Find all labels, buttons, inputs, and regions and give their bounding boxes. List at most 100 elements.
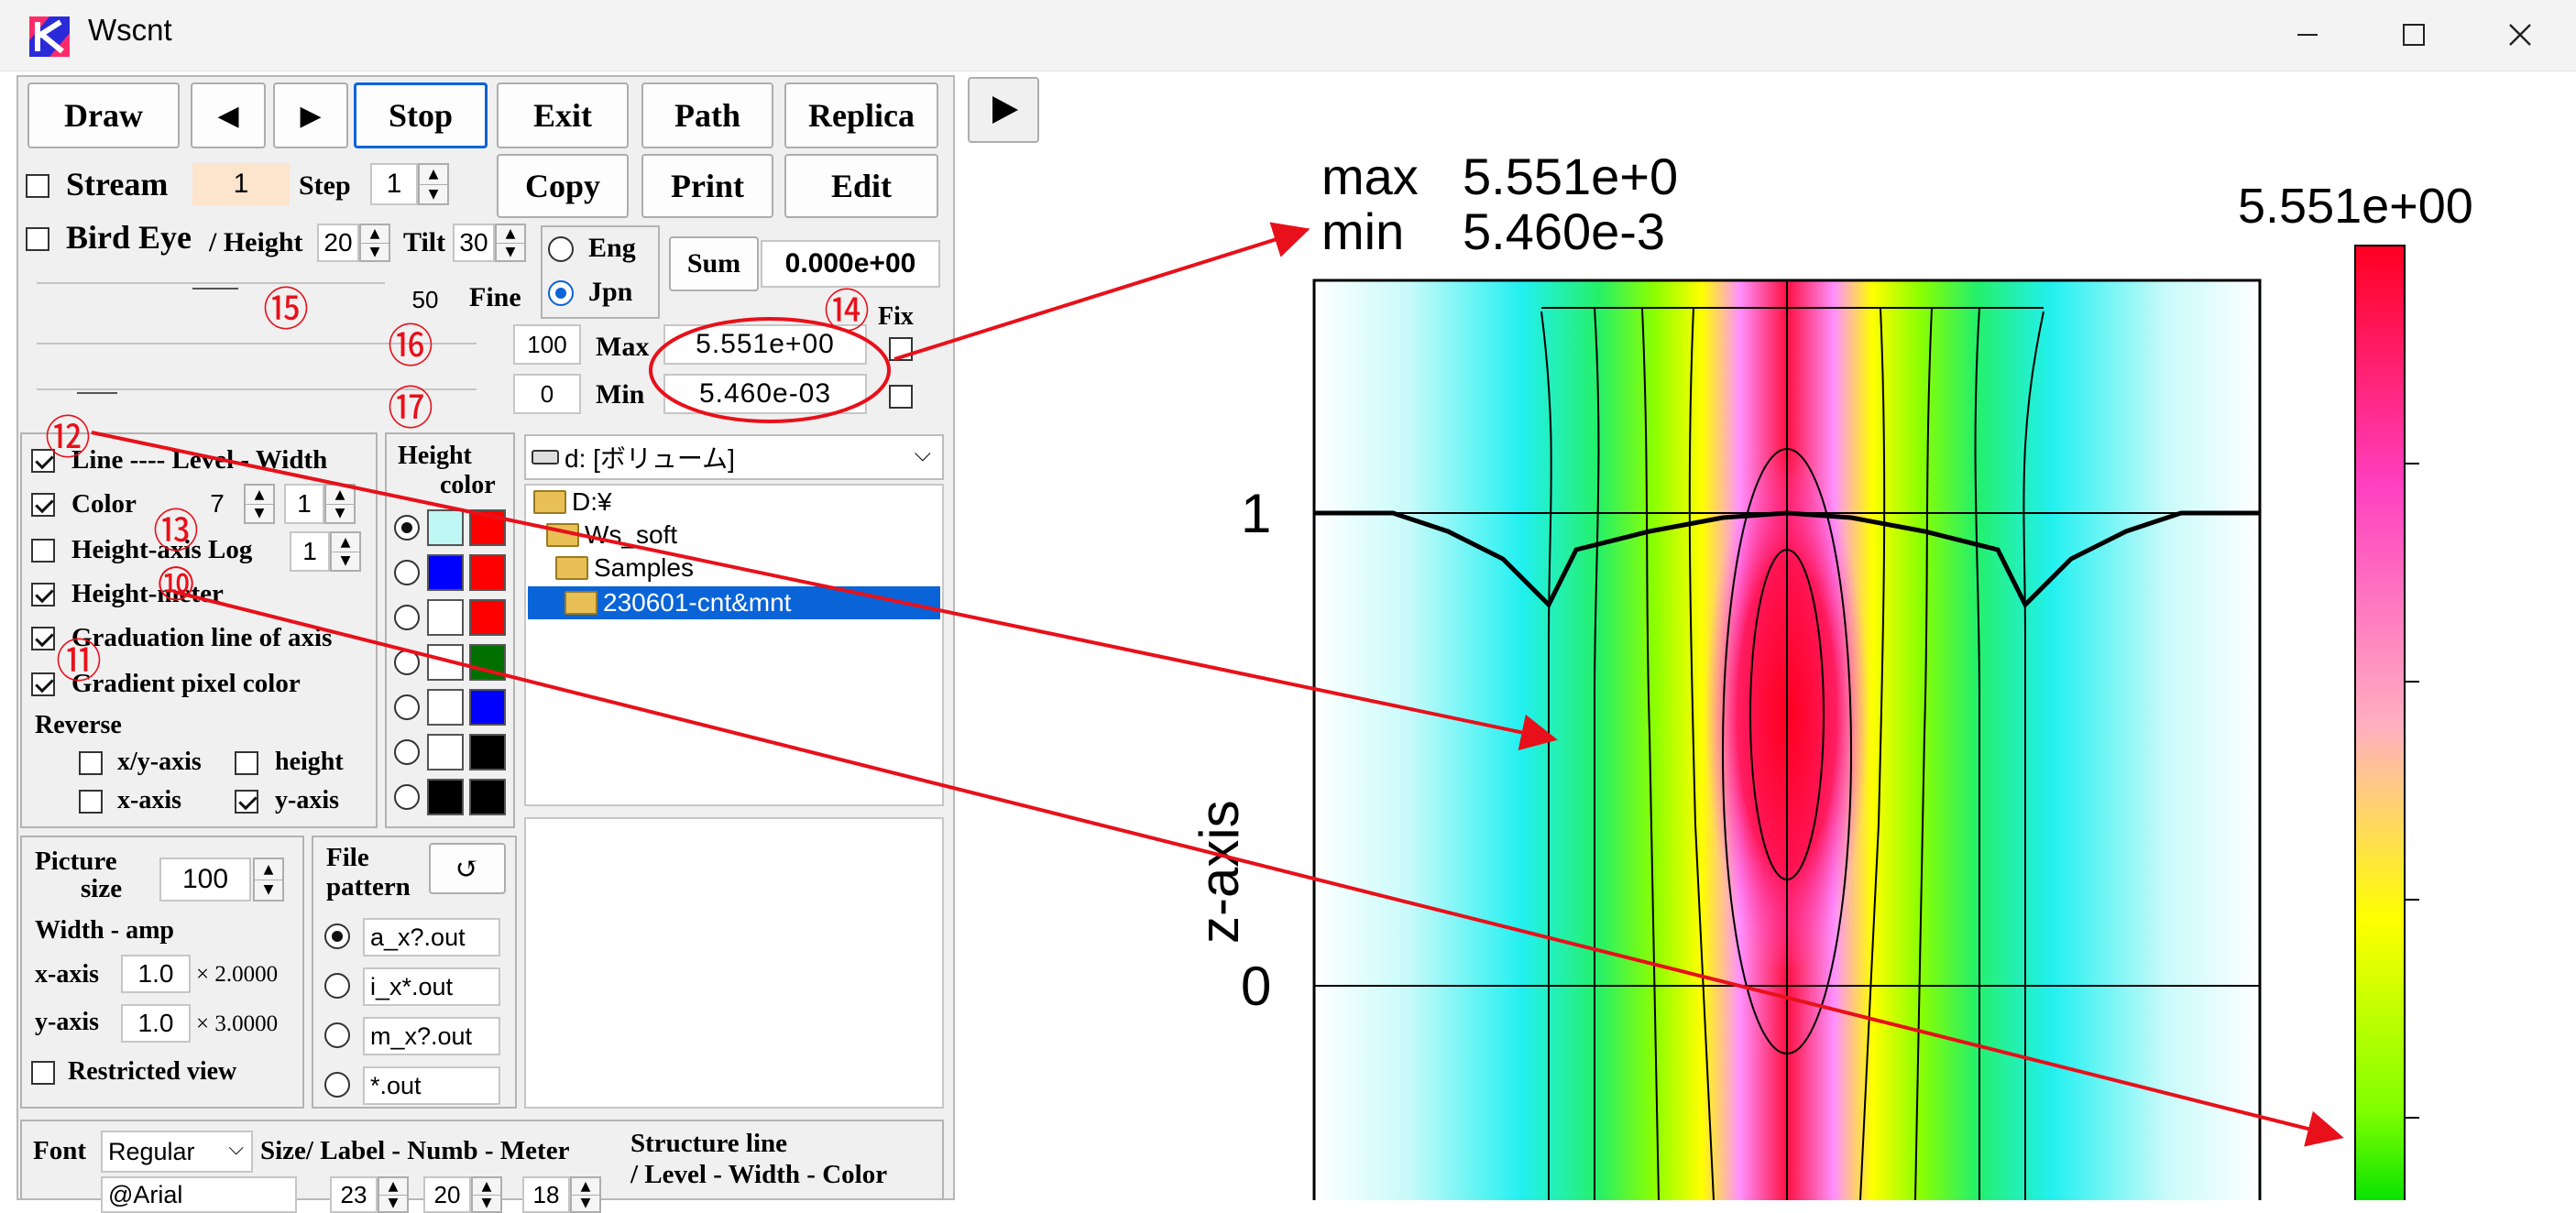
min-slider-value[interactable]: 0 bbox=[513, 374, 581, 414]
file-pattern-radio[interactable] bbox=[324, 923, 350, 949]
tree-item-samples[interactable]: Samples bbox=[555, 553, 694, 583]
stream-checkbox[interactable] bbox=[26, 174, 49, 198]
height-color-swatch-low[interactable] bbox=[427, 734, 464, 770]
bird-height-stepper[interactable]: ▲ ▼ bbox=[359, 224, 390, 262]
prev-button[interactable]: ◀ bbox=[191, 82, 266, 148]
tree-item-root[interactable]: D:¥ bbox=[533, 487, 612, 517]
fine-slider-thumb[interactable] bbox=[192, 288, 238, 290]
restricted-view-checkbox[interactable] bbox=[31, 1061, 55, 1085]
bird-eye-checkbox[interactable] bbox=[26, 227, 49, 251]
height-color-radio[interactable] bbox=[394, 515, 420, 541]
fine-value[interactable]: 50 bbox=[389, 280, 462, 319]
file-list[interactable] bbox=[524, 817, 944, 1109]
maximize-button[interactable] bbox=[2361, 0, 2467, 70]
graduation-checkbox[interactable] bbox=[31, 627, 55, 650]
height-color-swatch-high[interactable] bbox=[469, 554, 506, 591]
max-slider-track[interactable] bbox=[37, 343, 477, 344]
height-color-swatch-low[interactable] bbox=[427, 554, 464, 591]
height-color-radio[interactable] bbox=[394, 739, 420, 765]
max-slider-value[interactable]: 100 bbox=[513, 324, 581, 365]
print-button[interactable]: Print bbox=[641, 154, 773, 218]
lang-eng-radio[interactable] bbox=[548, 236, 574, 262]
minimize-button[interactable] bbox=[2254, 0, 2361, 70]
edit-button[interactable]: Edit bbox=[784, 154, 938, 218]
stream-value[interactable]: 1 bbox=[192, 163, 290, 205]
height-color-swatch-low[interactable] bbox=[427, 599, 464, 636]
stop-button[interactable]: Stop bbox=[354, 82, 488, 148]
color-checkbox[interactable] bbox=[31, 493, 55, 517]
color-width-input[interactable]: 1 bbox=[284, 484, 324, 524]
height-meter-checkbox[interactable] bbox=[31, 583, 55, 606]
height-axis-log-label: Height-axis Log bbox=[71, 535, 253, 564]
height-axis-log-input[interactable]: 1 bbox=[290, 531, 330, 572]
structure-line-label-2: / Level - Width - Color bbox=[630, 1160, 888, 1189]
min-slider-track[interactable] bbox=[37, 388, 477, 390]
file-pattern-option[interactable]: a_x?.out bbox=[363, 918, 500, 956]
app-logo-icon bbox=[29, 16, 70, 57]
height-color-radio[interactable] bbox=[394, 694, 420, 720]
path-button[interactable]: Path bbox=[641, 82, 773, 148]
exit-button[interactable]: Exit bbox=[497, 82, 629, 148]
file-pattern-label-1: File bbox=[326, 843, 369, 872]
play-button[interactable] bbox=[968, 77, 1039, 143]
file-pattern-option[interactable]: *.out bbox=[363, 1066, 500, 1105]
file-pattern-option[interactable]: m_x?.out bbox=[363, 1017, 500, 1055]
height-color-swatch-high[interactable] bbox=[469, 599, 506, 636]
color-level-input[interactable]: 7 bbox=[192, 484, 242, 524]
colorbar-max-label: 5.551e+00 bbox=[2238, 179, 2473, 234]
height-color-title-2: color bbox=[440, 471, 496, 499]
file-pattern-radio[interactable] bbox=[324, 1022, 350, 1048]
tilt-input[interactable]: 30 bbox=[453, 224, 495, 262]
close-button[interactable] bbox=[2467, 0, 2573, 70]
y-amp-input[interactable]: 1.0 bbox=[121, 1004, 191, 1043]
height-color-radio[interactable] bbox=[394, 560, 420, 585]
line-checkbox[interactable] bbox=[31, 449, 55, 473]
file-pattern-radio[interactable] bbox=[324, 973, 350, 999]
replica-button[interactable]: Replica bbox=[784, 82, 938, 148]
picture-size-input[interactable]: 100 bbox=[159, 858, 251, 902]
height-axis-log-checkbox[interactable] bbox=[31, 539, 55, 563]
bird-height-input[interactable]: 20 bbox=[317, 224, 359, 262]
fine-slider-track[interactable] bbox=[37, 282, 385, 284]
file-pattern-radio[interactable] bbox=[324, 1072, 350, 1098]
restricted-view-label: Restricted view bbox=[68, 1057, 237, 1086]
height-color-swatch-low[interactable] bbox=[427, 644, 464, 681]
drive-select[interactable]: d: [ボリューム] ⌵ bbox=[524, 434, 944, 480]
height-color-swatch-high[interactable] bbox=[469, 689, 506, 726]
color-level-stepper[interactable]: ▲ ▼ bbox=[244, 484, 275, 524]
height-color-radio[interactable] bbox=[394, 784, 420, 810]
draw-button[interactable]: Draw bbox=[27, 82, 180, 148]
min-slider-thumb[interactable] bbox=[77, 392, 117, 394]
step-input[interactable]: 1 bbox=[370, 163, 418, 205]
sum-button[interactable]: Sum bbox=[669, 236, 759, 291]
tilt-stepper[interactable]: ▲ ▼ bbox=[495, 224, 526, 262]
font-style-select[interactable]: Regular ⌵ bbox=[101, 1131, 253, 1173]
picture-size-stepper[interactable]: ▲ ▼ bbox=[253, 858, 284, 902]
reverse-x-checkbox[interactable] bbox=[79, 790, 103, 814]
size-label: Size/ Label - Numb - Meter bbox=[260, 1136, 570, 1165]
step-stepper[interactable]: ▲ ▼ bbox=[418, 163, 449, 205]
height-color-swatch-high[interactable] bbox=[469, 734, 506, 770]
font-group bbox=[20, 1120, 944, 1200]
min-fix-checkbox[interactable] bbox=[889, 385, 913, 409]
reverse-height-checkbox[interactable] bbox=[235, 751, 258, 775]
height-color-swatch-low[interactable] bbox=[427, 689, 464, 726]
refresh-button[interactable]: ↺ bbox=[429, 843, 506, 894]
x-amp-input[interactable]: 1.0 bbox=[121, 955, 191, 993]
height-color-swatch-high[interactable] bbox=[469, 779, 506, 815]
gradient-checkbox[interactable] bbox=[31, 672, 55, 696]
reverse-y-checkbox[interactable] bbox=[235, 790, 258, 814]
tree-item-selected[interactable]: 230601-cnt&mnt bbox=[528, 586, 940, 619]
height-axis-log-stepper[interactable]: ▲ ▼ bbox=[330, 531, 361, 572]
next-button[interactable]: ▶ bbox=[273, 82, 348, 148]
min-label: Min bbox=[596, 379, 645, 410]
reverse-xy-checkbox[interactable] bbox=[79, 751, 103, 775]
height-color-swatch-low[interactable] bbox=[427, 779, 464, 815]
reverse-label: Reverse bbox=[35, 711, 122, 739]
copy-button[interactable]: Copy bbox=[497, 154, 629, 218]
height-color-swatch-low[interactable] bbox=[427, 509, 464, 546]
annotation-12: ⑫ bbox=[45, 411, 91, 464]
lang-jpn-radio[interactable] bbox=[548, 280, 574, 306]
file-pattern-option[interactable]: i_x*.out bbox=[363, 967, 500, 1006]
height-color-radio[interactable] bbox=[394, 605, 420, 630]
